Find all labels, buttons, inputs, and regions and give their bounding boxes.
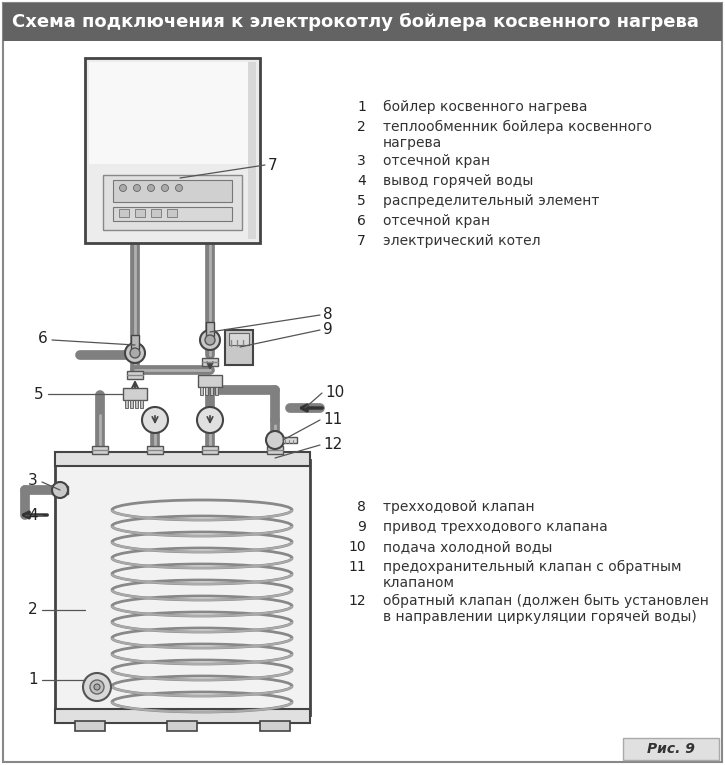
Text: вывод горячей воды: вывод горячей воды (383, 174, 534, 188)
Bar (205, 387, 208, 395)
Text: отсечной кран: отсечной кран (383, 154, 490, 168)
Bar (215, 387, 218, 395)
Text: 8: 8 (323, 307, 333, 321)
Text: 1: 1 (28, 672, 38, 688)
Bar (89, 62, 256, 164)
Circle shape (162, 184, 168, 191)
Bar (229, 333, 249, 345)
Text: электрический котел: электрический котел (383, 234, 541, 248)
Bar (85, 58, 260, 243)
Bar (123, 388, 147, 400)
Bar (210, 387, 213, 395)
Text: 8: 8 (357, 500, 366, 514)
Text: отсечной кран: отсечной кран (383, 214, 490, 228)
Circle shape (175, 184, 183, 191)
Text: обратный клапан (должен быть установлен
в направлении циркуляции горячей воды): обратный клапан (должен быть установлен … (383, 594, 709, 624)
Circle shape (266, 431, 284, 449)
Circle shape (83, 673, 111, 701)
Text: Схема подключения к электрокотлу бойлера косвенного нагрева: Схема подключения к электрокотлу бойлера… (12, 13, 699, 31)
Bar (200, 387, 203, 395)
Bar (206, 322, 214, 336)
Text: привод трехходового клапана: привод трехходового клапана (383, 520, 608, 534)
Text: 3: 3 (28, 473, 38, 487)
Circle shape (197, 407, 223, 433)
Text: 7: 7 (268, 158, 278, 172)
Text: теплообменник бойлера косвенного
нагрева: теплообменник бойлера косвенного нагрева (383, 120, 652, 150)
Bar (147, 446, 163, 454)
Circle shape (94, 684, 100, 690)
Bar (260, 721, 290, 731)
Bar (167, 209, 177, 217)
Bar (135, 209, 145, 217)
Bar (151, 209, 161, 217)
Text: 11: 11 (323, 412, 342, 427)
Bar (202, 446, 218, 454)
Circle shape (90, 680, 104, 694)
Text: 9: 9 (323, 321, 333, 337)
Text: 4: 4 (28, 507, 38, 522)
Text: 10: 10 (349, 540, 366, 554)
Bar (125, 400, 128, 408)
Bar (131, 335, 139, 349)
Bar (623, 738, 719, 760)
Bar (92, 446, 108, 454)
Bar (283, 437, 297, 443)
Text: распределительный элемент: распределительный элемент (383, 194, 600, 208)
Circle shape (142, 407, 168, 433)
Circle shape (120, 184, 126, 191)
Text: предохранительный клапан с обратным
клапаном: предохранительный клапан с обратным клап… (383, 560, 682, 591)
Text: 7: 7 (357, 234, 366, 248)
Bar (113, 207, 232, 221)
Circle shape (52, 482, 68, 498)
Text: 3: 3 (357, 154, 366, 168)
Text: 12: 12 (349, 594, 366, 608)
Text: 2: 2 (357, 120, 366, 134)
Bar (267, 446, 283, 454)
Bar (267, 436, 283, 444)
Bar (55, 452, 310, 466)
Bar (52, 486, 68, 494)
Text: 6: 6 (357, 214, 366, 228)
Circle shape (200, 330, 220, 350)
Circle shape (133, 184, 141, 191)
Bar (119, 209, 129, 217)
Text: 1: 1 (357, 100, 366, 114)
Circle shape (147, 184, 154, 191)
Text: 12: 12 (323, 437, 342, 451)
Text: Рис. 9: Рис. 9 (647, 742, 695, 756)
Bar (248, 62, 256, 239)
Text: подача холодной воды: подача холодной воды (383, 540, 552, 554)
Bar (130, 400, 133, 408)
Bar (140, 400, 143, 408)
Bar (75, 721, 105, 731)
Bar (202, 358, 218, 366)
Bar (198, 375, 222, 387)
Text: трехходовой клапан: трехходовой клапан (383, 500, 534, 514)
Bar (113, 180, 232, 202)
Bar (103, 175, 242, 230)
Text: 9: 9 (357, 520, 366, 534)
Text: 5: 5 (357, 194, 366, 208)
Text: 5: 5 (34, 386, 44, 402)
Bar (55, 709, 310, 723)
Text: 4: 4 (357, 174, 366, 188)
Circle shape (130, 348, 140, 358)
Bar (135, 400, 138, 408)
Circle shape (125, 343, 145, 363)
Text: 10: 10 (325, 385, 344, 399)
Text: 6: 6 (38, 330, 48, 346)
Bar (3, 3, 722, 41)
Text: 2: 2 (28, 603, 38, 617)
Text: 11: 11 (348, 560, 366, 574)
Text: бойлер косвенного нагрева: бойлер косвенного нагрева (383, 100, 587, 114)
Bar (167, 721, 197, 731)
Bar (225, 330, 253, 365)
Bar (127, 371, 143, 379)
Circle shape (205, 335, 215, 345)
Bar (55, 460, 310, 715)
